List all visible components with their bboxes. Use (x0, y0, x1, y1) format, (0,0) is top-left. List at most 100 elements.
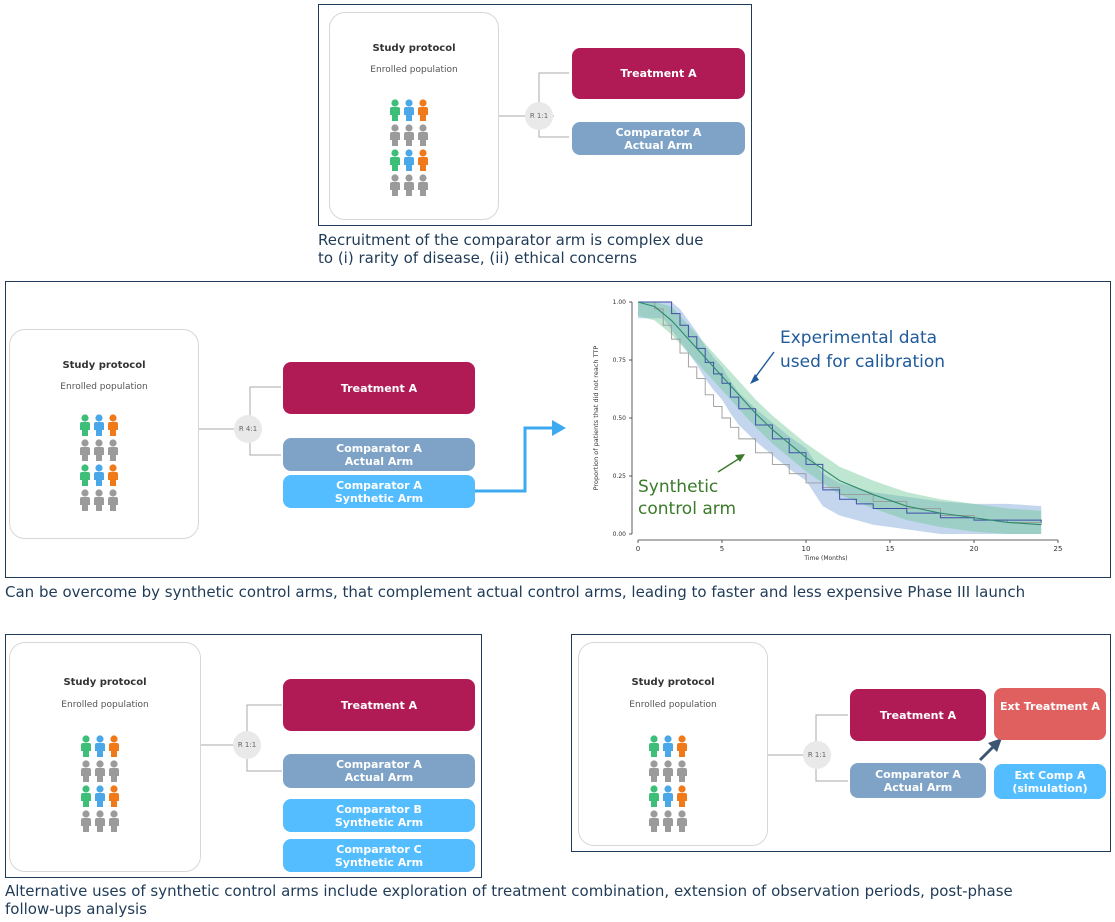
study-protocol-card: Study protocol Enrolled population (9, 329, 199, 539)
comparator-b-synthetic-box: Comparator B Synthetic Arm (283, 799, 475, 832)
population-icon (390, 99, 428, 196)
treatment-a-box: Treatment A (283, 362, 475, 414)
comparator-label: Comparator A (336, 758, 422, 771)
person-icon (108, 464, 118, 486)
treatment-a-label: Treatment A (879, 708, 957, 722)
person-icon (418, 174, 428, 196)
treatment-a-box: Treatment A (572, 48, 745, 99)
study-protocol-title: Study protocol (372, 43, 456, 54)
person-icon (418, 149, 428, 171)
panel-alternative-comparators: Study protocol Enrolled population R 1:1… (5, 634, 482, 878)
x-tick-label: 0 (636, 545, 640, 553)
treatment-a-label: Treatment A (340, 381, 418, 395)
y-axis-label: Proportion of patients that did not reac… (592, 346, 600, 491)
person-icon (663, 785, 673, 807)
enrolled-population-label: Enrolled population (370, 65, 458, 75)
comparator-c-synthetic-box: Comparator C Synthetic Arm (283, 839, 475, 872)
person-icon (390, 99, 400, 121)
person-icon (404, 124, 414, 146)
person-icon (663, 735, 673, 757)
randomization-badge: R 1:1 (233, 731, 261, 759)
experimental-annotation: Experimental data (780, 328, 937, 348)
y-tick-label: 0.50 (613, 415, 627, 422)
ext-comp-a-box: Ext Comp A (simulation) (994, 764, 1106, 799)
x-axis-label: Time (Months) (803, 555, 847, 562)
randomization-connectors (768, 714, 1002, 782)
enrolled-population-label: Enrolled population (629, 700, 717, 710)
person-icon (390, 149, 400, 171)
arm-label: Synthetic Arm (334, 491, 424, 505)
treatment-a-label: Treatment A (340, 698, 418, 712)
study-protocol-card: Study protocol Enrolled population (578, 642, 768, 846)
synthetic-annotation: control arm (638, 499, 736, 519)
arm-label: Synthetic Arm (334, 815, 424, 829)
comparator-a-actual-box: Comparator A Actual Arm (283, 438, 475, 471)
person-icon (81, 760, 91, 782)
person-icon (94, 489, 104, 511)
comparator-label: Comparator B (336, 802, 422, 816)
person-icon (649, 810, 659, 832)
x-tick-label: 10 (802, 545, 811, 553)
x-tick-label: 25 (1054, 545, 1063, 553)
randomization-badge: R 1:1 (803, 741, 831, 769)
comparator-label: Comparator A (336, 478, 422, 492)
y-tick-label: 0.00 (613, 531, 627, 538)
person-icon (94, 464, 104, 486)
study-protocol-title: Study protocol (62, 360, 146, 371)
x-tick-label: 15 (886, 545, 895, 553)
person-icon (677, 735, 687, 757)
study-protocol-title: Study protocol (63, 677, 147, 688)
randomization-badge: R 1:1 (525, 102, 553, 130)
arm-label: Actual Arm (624, 138, 693, 152)
caption-recruitment: Recruitment of the comparator arm is com… (318, 231, 703, 267)
arm-label: Synthetic Arm (334, 855, 424, 869)
person-icon (108, 489, 118, 511)
person-icon (418, 124, 428, 146)
panel-synthetic-control: Study protocol Enrolled population R 4:1… (5, 281, 1111, 578)
y-tick-label: 0.25 (613, 473, 627, 480)
comparator-a-actual-box: Comparator A Actual Arm (850, 763, 986, 798)
person-icon (390, 174, 400, 196)
person-icon (81, 785, 91, 807)
enrolled-population-label: Enrolled population (61, 700, 149, 710)
y-tick-label: 1.00 (613, 299, 627, 306)
ext-comp-sub-label: (simulation) (1012, 781, 1088, 795)
person-icon (81, 810, 91, 832)
comparator-label: Comparator A (875, 767, 961, 781)
person-icon (95, 810, 105, 832)
person-icon (81, 735, 91, 757)
person-icon (649, 785, 659, 807)
treatment-a-label: Treatment A (620, 67, 697, 80)
caption-line-1: Recruitment of the comparator arm is com… (318, 231, 704, 249)
person-icon (677, 785, 687, 807)
synthetic-curve (637, 301, 1042, 526)
person-icon (649, 735, 659, 757)
study-protocol-card: Study protocol Enrolled population (329, 12, 499, 220)
person-icon (109, 810, 119, 832)
y-tick-label: 0.75 (613, 357, 627, 364)
comparator-a-actual-box: Comparator A Actual Arm (283, 754, 475, 788)
x-tick-label: 20 (970, 545, 979, 553)
person-icon (649, 760, 659, 782)
person-icon (94, 414, 104, 436)
panel-extensions: Study protocol Enrolled population R 1:1… (571, 634, 1111, 852)
comparator-a-actual-box: Comparator A Actual Arm (572, 122, 745, 155)
person-icon (80, 464, 90, 486)
person-icon (677, 810, 687, 832)
synthetic-annotation: Synthetic (638, 477, 718, 497)
person-icon (109, 735, 119, 757)
study-protocol-title: Study protocol (631, 677, 715, 688)
caption-synthetic-control: Can be overcome by synthetic control arm… (5, 583, 1026, 601)
person-icon (109, 785, 119, 807)
synthetic-pointer-head (735, 454, 745, 462)
caption-alternative-uses: Alternative uses of synthetic control ar… (5, 882, 1013, 918)
person-icon (95, 785, 105, 807)
experimental-annotation: used for calibration (780, 352, 945, 372)
population-icon (80, 414, 118, 511)
experimental-pointer (753, 351, 775, 380)
x-tick-label: 5 (720, 545, 724, 553)
person-icon (418, 99, 428, 121)
population-icon (81, 735, 119, 832)
person-icon (663, 810, 673, 832)
caption-line-2: to (i) rarity of disease, (ii) ethical c… (318, 249, 638, 267)
